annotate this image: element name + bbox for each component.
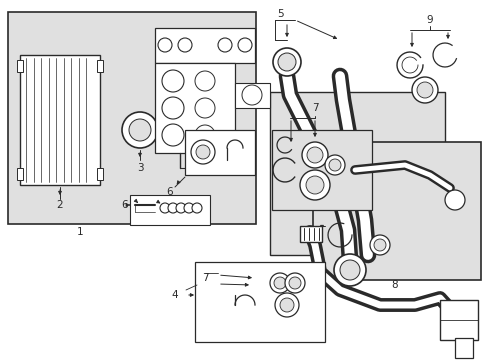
Circle shape [411,77,437,103]
Circle shape [162,97,183,119]
Text: 4: 4 [171,290,178,300]
Bar [299,226,321,242]
Text: 7: 7 [201,273,208,283]
Circle shape [178,38,192,52]
Bar [155,28,254,63]
Circle shape [306,147,323,163]
Circle shape [162,124,183,146]
Circle shape [183,203,194,213]
Bar [97,168,103,180]
Circle shape [168,203,178,213]
Bar [269,92,444,255]
Circle shape [195,71,215,91]
Circle shape [195,98,215,118]
Circle shape [325,155,345,175]
Circle shape [373,239,385,251]
Circle shape [416,82,432,98]
Bar [130,195,209,225]
Circle shape [162,70,183,92]
Text: 6: 6 [166,187,173,197]
Bar [20,55,100,185]
Bar [271,130,371,210]
Circle shape [302,142,327,168]
Bar [454,338,472,358]
Circle shape [299,170,329,200]
Circle shape [288,277,301,289]
Bar [17,60,23,72]
Text: 9: 9 [426,15,432,25]
Bar [97,60,103,72]
Bar [312,142,480,280]
Circle shape [122,112,158,148]
Circle shape [274,293,298,317]
Circle shape [444,190,464,210]
Circle shape [129,119,151,141]
Circle shape [269,273,289,293]
Bar [8,12,256,224]
Text: 1: 1 [77,227,83,237]
Circle shape [238,38,251,52]
Bar [184,130,254,175]
Circle shape [273,277,285,289]
Circle shape [158,38,172,52]
Circle shape [280,298,293,312]
Text: 5: 5 [276,9,283,19]
Text: 3: 3 [137,163,143,173]
Bar [155,63,235,153]
Bar [439,300,477,340]
Circle shape [242,85,262,105]
Circle shape [196,145,209,159]
Circle shape [192,203,202,213]
Circle shape [176,203,185,213]
Circle shape [278,53,295,71]
Circle shape [305,176,324,194]
Circle shape [218,38,231,52]
Circle shape [369,235,389,255]
Circle shape [195,125,215,145]
Text: 6: 6 [122,200,128,210]
Circle shape [160,203,170,213]
Text: 8: 8 [391,280,398,290]
Circle shape [191,140,215,164]
Bar [235,83,269,108]
Circle shape [333,254,365,286]
Circle shape [328,159,340,171]
Text: 7: 7 [311,103,318,113]
Circle shape [339,260,359,280]
Circle shape [272,48,301,76]
Bar [195,262,325,342]
Circle shape [285,273,305,293]
Text: 2: 2 [57,200,63,210]
Bar [17,168,23,180]
